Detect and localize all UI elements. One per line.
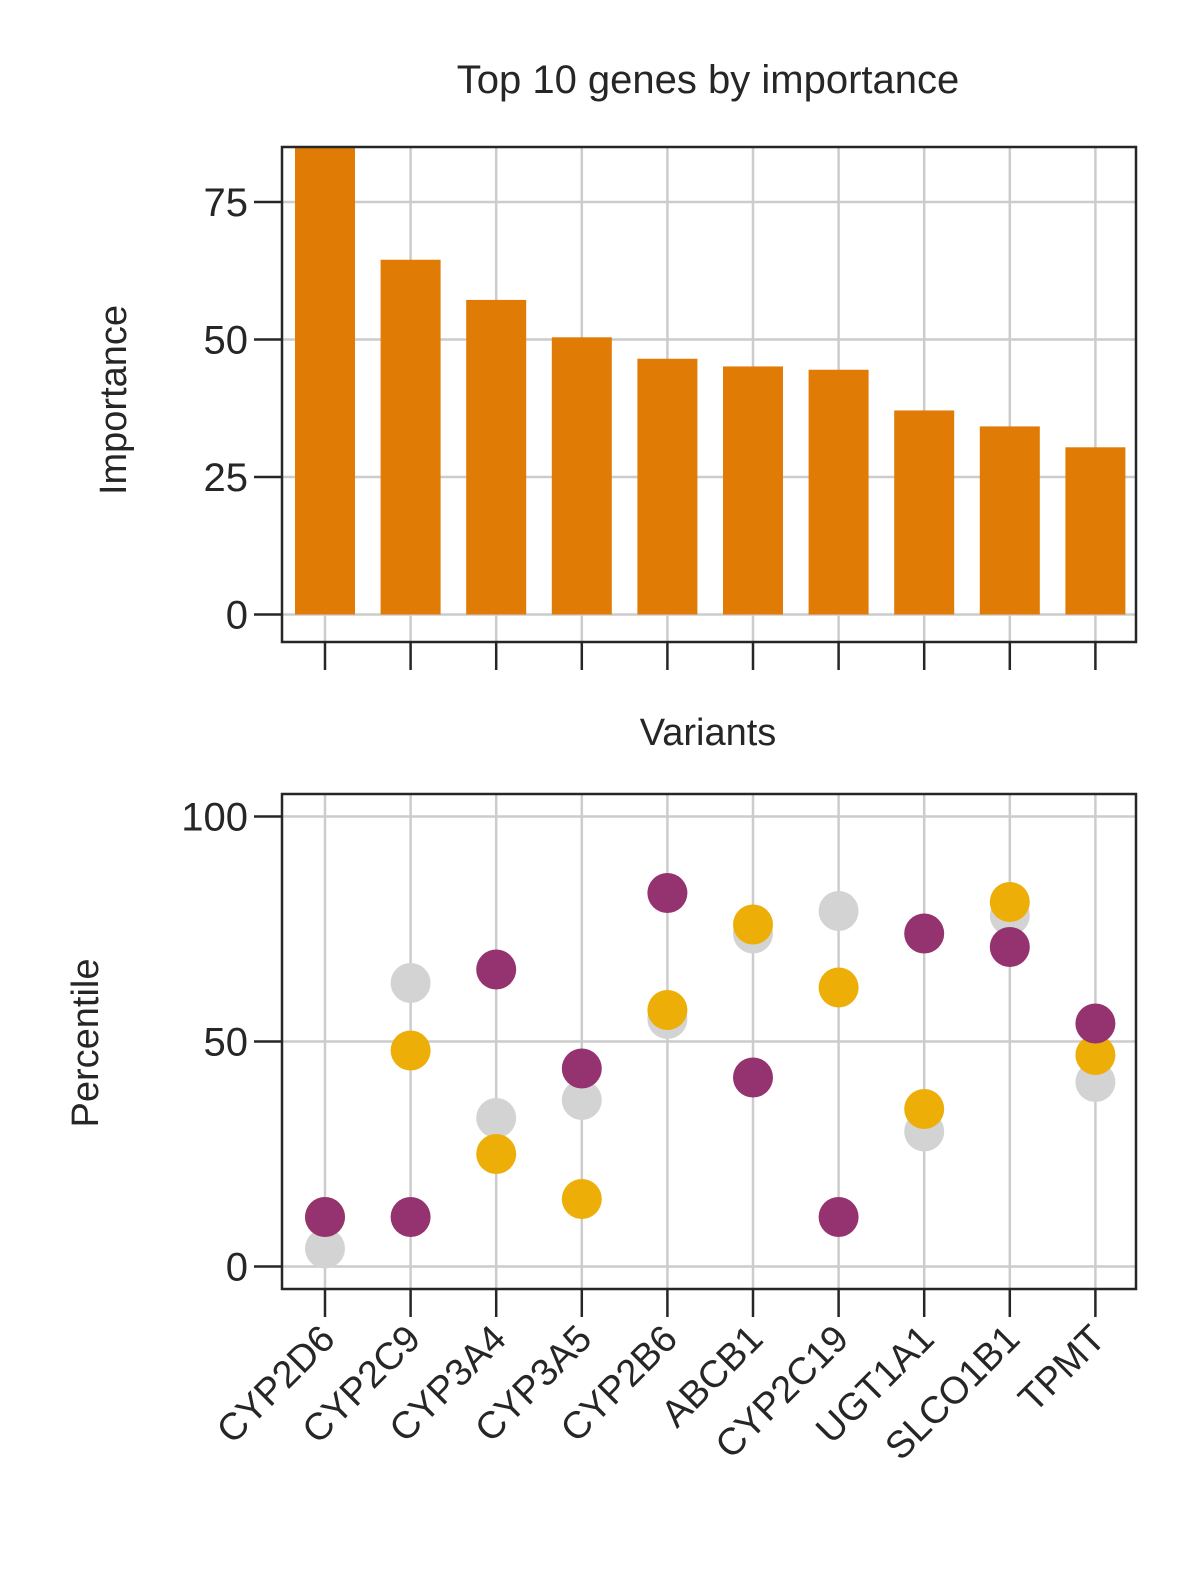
importance-bar — [894, 410, 955, 615]
importance-bar — [380, 259, 441, 615]
percentile-point-series-3 — [476, 949, 517, 990]
importance-y-tick-label: 25 — [204, 456, 249, 500]
percentile-point-series-2 — [561, 1179, 602, 1219]
percentile-y-tick-label: 50 — [204, 1021, 249, 1065]
percentile-point-series-3 — [390, 1197, 431, 1237]
percentile-point-series-3 — [1075, 1003, 1116, 1044]
importance-y-tick-label: 0 — [226, 594, 248, 638]
percentile-point-series-3 — [305, 1197, 345, 1237]
importance-chart-title: Top 10 genes by importance — [457, 58, 960, 102]
percentile-point-series-2 — [476, 1134, 517, 1174]
importance-bar — [637, 358, 698, 615]
percentile-point-series-2 — [818, 967, 859, 1008]
percentile-chart: 0 50 100 CYP2D6CYP2C9CYP3A4CYP3A5CYP2B6ABC… — [65, 792, 1138, 1468]
importance-y-tick-label: 50 — [204, 319, 249, 363]
percentile-point-series-2 — [733, 904, 773, 945]
importance-bar — [466, 299, 527, 615]
percentile-y-ticks: 0 50 100 — [181, 796, 282, 1290]
percentile-point-series-1 — [818, 891, 859, 931]
importance-bars — [295, 147, 1126, 615]
percentile-x-tick-label: TPMT — [1011, 1318, 1114, 1421]
percentile-x-ticks: CYP2D6CYP2C9CYP3A4CYP3A5CYP2B6ABCB1CYP2C… — [209, 1289, 1114, 1468]
importance-x-ticks — [323, 642, 1097, 670]
importance-bar — [295, 147, 355, 615]
percentile-point-series-2 — [1075, 1035, 1116, 1075]
percentile-point-series-3 — [989, 927, 1030, 967]
percentile-point-series-3 — [647, 873, 688, 913]
percentile-point-series-2 — [904, 1089, 945, 1129]
percentile-point-series-1 — [561, 1080, 602, 1120]
importance-bar — [979, 426, 1040, 615]
importance-y-tick-label: 75 — [204, 181, 249, 225]
importance-bar — [1065, 447, 1126, 615]
importance-x-axis-label: Variants — [640, 712, 777, 754]
importance-bar — [551, 337, 612, 615]
percentile-point-series-3 — [818, 1197, 859, 1237]
percentile-point-series-3 — [904, 913, 945, 954]
percentile-point-series-2 — [989, 882, 1030, 922]
importance-bar — [808, 369, 869, 615]
percentile-point-series-2 — [390, 1030, 431, 1071]
importance-bar — [723, 366, 783, 615]
percentile-points — [305, 873, 1116, 1269]
percentile-point-series-3 — [733, 1057, 773, 1098]
importance-chart: Top 10 genes by importance 0 25 50 75 Impor… — [93, 58, 1138, 754]
importance-y-axis-label: Importance — [93, 305, 135, 495]
importance-y-ticks: 0 25 50 75 — [204, 181, 282, 638]
percentile-point-series-3 — [561, 1048, 602, 1089]
percentile-y-tick-label: 0 — [226, 1246, 248, 1290]
percentile-y-axis-label: Percentile — [65, 959, 107, 1128]
percentile-point-series-1 — [476, 1098, 517, 1138]
percentile-point-series-1 — [390, 963, 431, 1003]
percentile-point-series-1 — [305, 1228, 345, 1269]
importance-axes-frame — [280, 145, 1138, 644]
percentile-y-tick-label: 100 — [181, 796, 248, 840]
percentile-point-series-2 — [647, 990, 688, 1030]
